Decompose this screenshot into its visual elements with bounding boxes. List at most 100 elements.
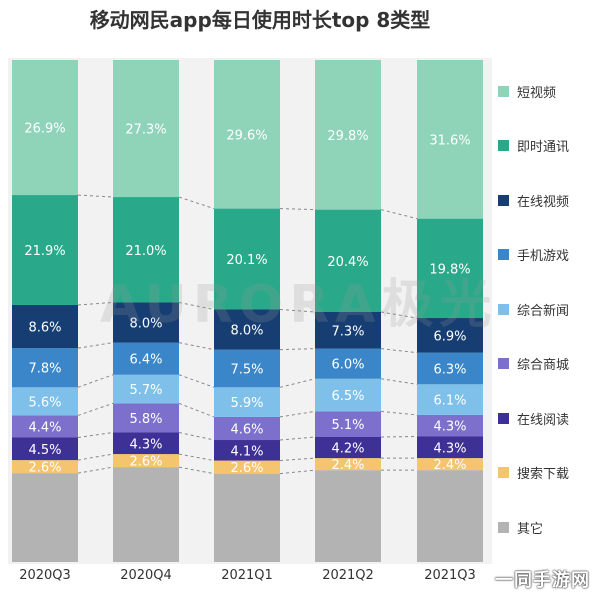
- value-label: 5.8%: [129, 412, 162, 427]
- value-label: 26.9%: [24, 122, 65, 137]
- bar-segment: [12, 195, 78, 305]
- bar-segment: [12, 387, 78, 416]
- connector-line: [77, 402, 114, 416]
- value-label: 27.3%: [125, 123, 166, 138]
- connector-line: [380, 378, 418, 385]
- legend-item: 综合商城: [498, 356, 569, 373]
- value-label: 21.9%: [24, 244, 65, 259]
- value-label: 4.3%: [433, 441, 466, 456]
- value-label: 2.6%: [230, 461, 263, 476]
- bar-segment: [417, 436, 483, 459]
- connector-line: [380, 311, 418, 319]
- bar-segment: [214, 60, 280, 209]
- connector-line: [380, 436, 418, 438]
- bar-segment: [214, 349, 280, 388]
- value-label: 6.4%: [129, 353, 162, 368]
- value-label: 2.6%: [129, 455, 162, 470]
- bar-segment: [214, 473, 280, 562]
- value-label: 2.4%: [331, 458, 364, 473]
- bar-segment: [12, 348, 78, 388]
- bar-segment: [417, 218, 483, 319]
- category-label: 2021Q2: [322, 568, 374, 583]
- bar-segment: [214, 387, 280, 417]
- bar-segment: [417, 458, 483, 471]
- legend-swatch: [498, 467, 509, 478]
- bar-segment: [214, 208, 280, 310]
- value-label: 7.5%: [230, 362, 263, 377]
- connector-line: [380, 410, 418, 416]
- connector-line: [178, 402, 215, 418]
- bar-segment: [417, 318, 483, 353]
- value-label: 6.5%: [331, 389, 364, 404]
- value-label: 31.6%: [429, 133, 470, 148]
- bar-segment: [214, 440, 280, 461]
- bar-segment: [214, 309, 280, 350]
- bar-segment: [12, 473, 78, 562]
- legend-swatch: [498, 85, 509, 97]
- value-label: 21.0%: [125, 244, 166, 259]
- value-label: 29.8%: [327, 129, 368, 144]
- value-label: 2.4%: [433, 458, 466, 473]
- value-label: 4.3%: [433, 420, 466, 435]
- value-label: 4.1%: [230, 444, 263, 459]
- bar-segment: [113, 454, 179, 468]
- category-label: 2020Q3: [19, 568, 71, 583]
- value-label: 6.1%: [433, 394, 466, 409]
- connector-line: [178, 196, 215, 210]
- value-label: 4.4%: [28, 420, 61, 435]
- bar-segment: [417, 352, 483, 385]
- legend-swatch: [498, 521, 509, 533]
- bar-segment: [113, 342, 179, 375]
- legend-swatch: [498, 358, 509, 369]
- value-label: 20.1%: [226, 253, 267, 268]
- value-label: 4.2%: [331, 442, 364, 457]
- chart-title: 移动网民app每日使用时长top 8类型: [89, 8, 431, 32]
- value-label: 29.6%: [226, 128, 267, 143]
- legend-swatch: [498, 140, 509, 151]
- bar-segment: [315, 378, 381, 412]
- bar-segment: [315, 411, 381, 438]
- bar-segment: [417, 384, 483, 415]
- legend-item: 综合新闻: [498, 301, 570, 319]
- bar-segment: [315, 209, 381, 313]
- bar-segment: [214, 460, 280, 474]
- bar-segment: [214, 416, 280, 441]
- bar-segment: [315, 470, 381, 562]
- connector-line: [178, 374, 215, 388]
- value-label: 2.6%: [28, 461, 61, 476]
- bar-segment: [12, 60, 78, 196]
- bar-segment: [417, 470, 483, 562]
- bar-segment: [113, 432, 179, 455]
- connector-line: [380, 209, 418, 220]
- bar-segment: [113, 403, 179, 433]
- legend-item: 在线视频: [498, 192, 569, 210]
- value-label: 5.1%: [331, 418, 364, 433]
- bar-segment: [113, 467, 179, 562]
- bar-segment: [12, 437, 78, 461]
- bar-segment: [113, 302, 179, 343]
- bar-segment: [113, 60, 179, 198]
- category-label: 2020Q4: [120, 568, 172, 583]
- category-label: 2021Q3: [424, 568, 476, 583]
- connector-line: [380, 348, 418, 354]
- legend-item: 其它: [498, 519, 543, 537]
- value-label: 8.0%: [230, 324, 263, 339]
- legend-swatch: [498, 303, 509, 315]
- value-label: 6.0%: [331, 358, 364, 373]
- legend-label: 即时通讯: [517, 140, 570, 155]
- value-label: 20.4%: [327, 255, 368, 270]
- legend-swatch: [498, 412, 509, 424]
- legend-label: 综合新闻: [517, 303, 570, 319]
- legend-label: 手机游戏: [517, 249, 570, 264]
- value-label: 4.5%: [28, 443, 61, 458]
- value-label: 8.6%: [28, 321, 61, 336]
- chart-legend: 短视频 即时通讯 在线视频 手机游戏 综合新闻 综合商城 在线阅读 搜索下载 其它: [498, 0, 594, 560]
- bar-segment: [315, 437, 381, 459]
- connector-line: [77, 374, 114, 388]
- value-label: 5.6%: [28, 395, 61, 410]
- legend-swatch: [498, 194, 509, 206]
- legend-item: 搜索下载: [498, 465, 569, 482]
- value-label: 19.8%: [429, 262, 470, 277]
- value-label: 6.3%: [433, 362, 466, 377]
